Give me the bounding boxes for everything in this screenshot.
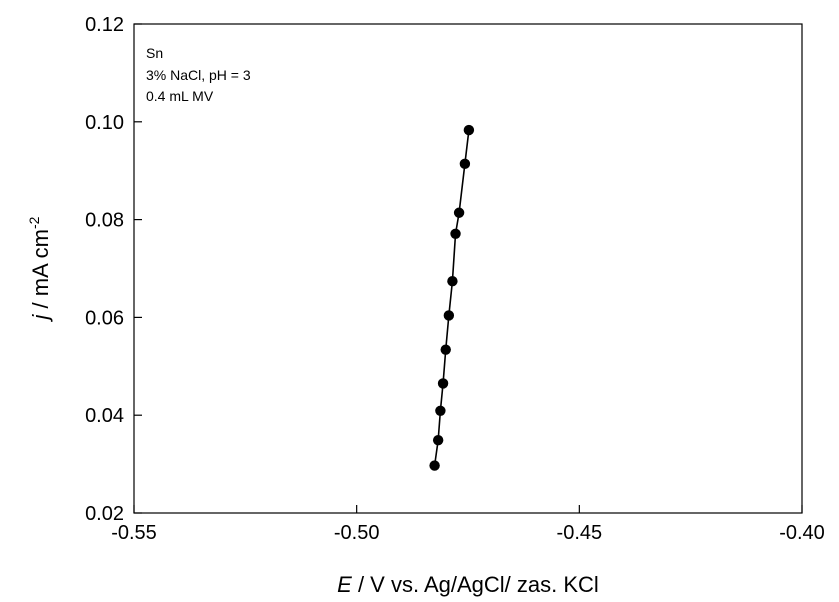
data-point	[463, 124, 475, 136]
data-point	[453, 207, 465, 218]
y-tick-label: 0.04	[85, 405, 124, 427]
data-series	[429, 124, 475, 471]
x-axis-title: E / V vs. Ag/AgCl/ zas. KCl	[337, 572, 599, 597]
y-axis-title-text: / mA cm	[28, 229, 53, 315]
y-tick-label: 0.10	[85, 112, 124, 134]
data-point	[450, 228, 461, 239]
x-tick-label: -0.45	[557, 522, 603, 544]
tick-labels: -0.55 -0.50 -0.45 -0.40 0.02 0.04 0.06 0.08 0.10…	[85, 14, 825, 544]
data-point	[447, 276, 458, 287]
y-tick-label: 0.08	[85, 210, 124, 232]
y-axis-title-superscript: -2	[26, 216, 42, 229]
ticks	[133, 23, 803, 514]
data-point	[432, 434, 444, 446]
x-tick-label: -0.50	[334, 522, 380, 544]
data-point	[429, 460, 440, 471]
data-point	[440, 344, 451, 355]
data-point	[435, 405, 446, 416]
y-tick-label: 0.06	[85, 307, 124, 329]
annotation-line-1: Sn	[146, 45, 163, 61]
y-axis-title-symbol: j	[28, 313, 53, 322]
annotation-block: Sn 3% NaCl, pH = 3 0.4 mL MV	[146, 45, 251, 104]
data-point	[437, 378, 449, 389]
y-tick-label: 0.02	[85, 503, 124, 525]
data-point	[443, 310, 455, 321]
annotation-line-2: 3% NaCl, pH = 3	[146, 67, 251, 83]
data-point	[459, 158, 471, 170]
x-axis-title-text: / V vs. Ag/AgCl/ zas. KCl	[352, 572, 599, 597]
plot-frame	[133, 23, 803, 514]
y-axis-title: j / mA cm-2	[26, 216, 53, 322]
x-tick-label: -0.40	[779, 522, 825, 544]
annotation-line-3: 0.4 mL MV	[146, 88, 214, 104]
x-axis-title-symbol: E	[337, 572, 352, 597]
y-tick-label: 0.12	[85, 14, 124, 36]
x-tick-label: -0.55	[111, 522, 157, 544]
